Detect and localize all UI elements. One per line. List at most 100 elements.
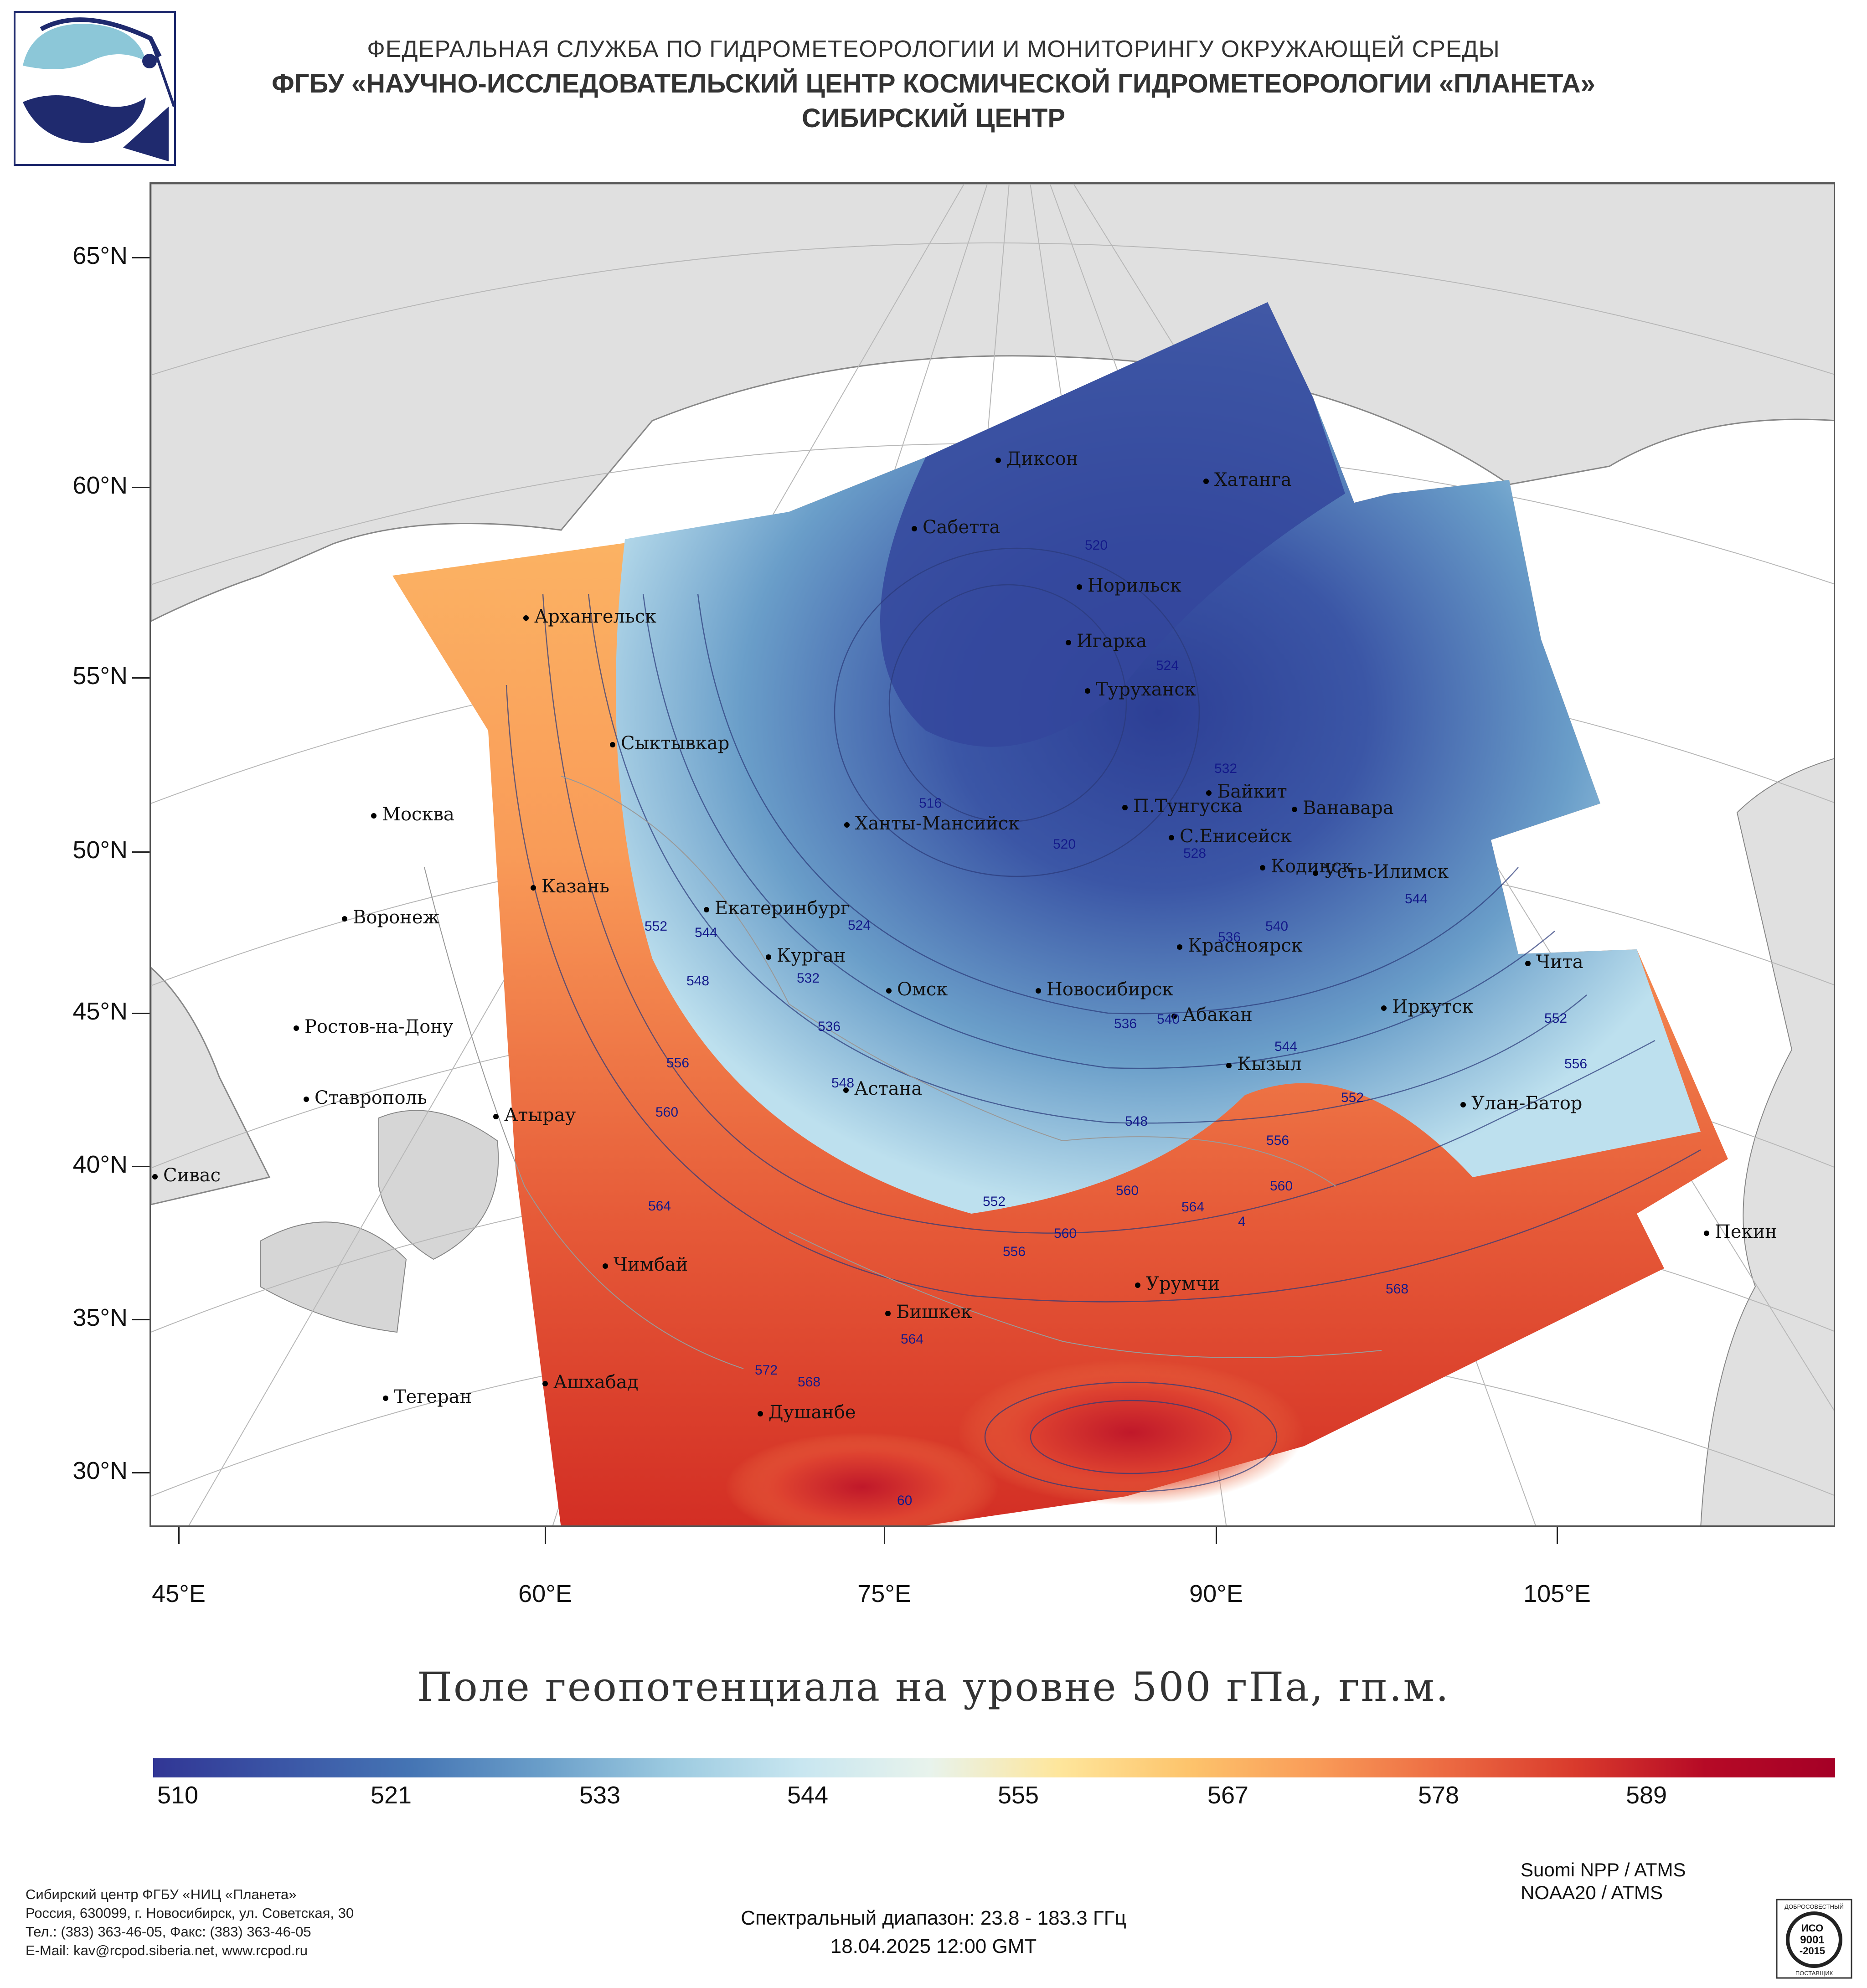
city-dot [1381,1005,1387,1011]
satellite-1: Suomi NPP / ATMS [1521,1859,1686,1880]
city-dot [1292,807,1297,812]
city-dot [1203,479,1209,484]
isoline-label: 556 [1564,1056,1588,1071]
city-label: Усть-Илимск [1324,861,1449,882]
isoline-label: 524 [848,918,871,933]
lat-label-35: 35°N [72,1304,128,1331]
isoline-label: 560 [1116,1183,1139,1198]
lat-label-45: 45°N [72,998,128,1025]
center-title: ФГБУ «НАУЧНО-ИССЛЕДОВАТЕЛЬСКИЙ ЦЕНТР КОС… [272,69,1595,98]
city-dot [1260,865,1265,870]
isoline-label: 568 [1386,1282,1409,1297]
lon-label-45: 45°E [152,1580,206,1607]
isoline-label: 552 [645,919,668,934]
city-dot [523,615,529,621]
lat-tick [132,1319,150,1320]
city-dot [1066,640,1071,645]
city-label: Сабетта [923,517,1001,538]
city-marker: Ашхабад [542,1372,638,1393]
badge-9001: 9001 [1800,1934,1824,1946]
city-marker: Улан-Батор [1460,1093,1582,1114]
lat-tick [132,1013,150,1014]
lat-tick [132,487,150,488]
city-marker: Омск [886,979,948,1000]
isoline-label: 548 [1125,1114,1148,1129]
city-dot [304,1097,309,1102]
city-dot [1085,688,1090,694]
city-marker: Ханты-Мансийск [844,813,1020,834]
lat-tick [132,257,150,258]
lon-tick [1216,1527,1217,1544]
isoline-label: 568 [798,1375,821,1390]
city-marker: Абакан [1171,1004,1253,1025]
colorbar [153,1758,1835,1777]
city-label: Тегеран [394,1386,472,1407]
isoline-label: 60 [897,1493,913,1508]
city-marker: Ростов-на-Дону [294,1016,453,1037]
city-dot [766,954,771,960]
city-marker: Москва [371,804,454,825]
city-dot [912,526,917,531]
planeta-logo [14,11,176,166]
isoline-label: 540 [1265,919,1289,934]
satellite-2: NOAA20 / ATMS [1521,1882,1663,1903]
lon-label-90: 90°E [1189,1580,1243,1607]
city-label: Атырау [504,1105,576,1126]
isoline-label: 560 [655,1105,679,1120]
city-label: Чита [1536,952,1583,973]
isoline-label: 552 [1544,1011,1568,1026]
city-dot [383,1396,388,1401]
lon-label-105: 105°E [1523,1580,1591,1607]
lat-label-60: 60°N [72,472,128,499]
city-marker: Диксон [995,448,1078,469]
isoline-label: 540 [1157,1012,1180,1027]
city-dot [886,988,892,994]
city-label: Новосибирск [1047,979,1174,1000]
city-label: Астана [854,1078,923,1099]
city-dot [1704,1231,1709,1236]
colorbar-label: 510 [157,1782,199,1809]
city-dot [1177,944,1182,950]
lon-tick [884,1527,885,1544]
city-label: Диксон [1006,448,1078,469]
lon-label-75: 75°E [857,1580,911,1607]
isoline-label: 544 [1274,1039,1298,1054]
city-marker: Сабетта [912,517,1000,538]
satellite-sources: Suomi NPP / ATMS NOAA20 / ATMS [1521,1859,1686,1904]
isoline-label: 520 [1053,837,1076,852]
city-marker: Тегеран [383,1386,472,1407]
city-label: Норильск [1088,575,1181,596]
city-dot [1313,870,1318,876]
isoline-label: 536 [818,1019,841,1034]
isoline-label: 548 [831,1076,855,1091]
colorbar-label: 533 [579,1782,621,1809]
city-marker: Урумчи [1135,1273,1220,1294]
city-marker: Чимбай [603,1254,688,1275]
city-label: Москва [382,804,454,825]
city-marker: Норильск [1077,575,1181,596]
city-label: Игарка [1077,631,1147,652]
colorbar-label: 567 [1207,1782,1249,1809]
isoline-label: 564 [1181,1200,1205,1215]
isoline-label: 560 [1054,1226,1077,1241]
city-dot [843,1087,849,1093]
city-dot [1206,790,1212,796]
city-dot [1122,805,1128,810]
contact-block: Сибирский центр ФГБУ «НИЦ «Планета» Росс… [26,1885,354,1960]
lat-label-40: 40°N [72,1151,128,1178]
city-marker: Кодинск [1260,856,1353,877]
city-marker: Сивас [152,1165,221,1186]
city-label: С.Енисейск [1180,826,1292,847]
phone: Тел.: (383) 363-46-05, Факс: (383) 363-4… [26,1924,311,1940]
isoline-label: 520 [1085,538,1108,553]
city-marker: Новосибирск [1036,979,1173,1000]
isoline-label: 548 [686,973,710,989]
city-label: Пекин [1715,1221,1777,1242]
city-marker: С.Енисейск [1169,826,1292,847]
city-label: Архангельск [534,606,657,627]
city-marker: Пекин [1704,1221,1777,1242]
colorbar-label: 544 [787,1782,829,1809]
city-dot [152,1174,158,1179]
isoline-label: 536 [1218,930,1241,945]
badge-2015: -2015 [1800,1945,1825,1957]
